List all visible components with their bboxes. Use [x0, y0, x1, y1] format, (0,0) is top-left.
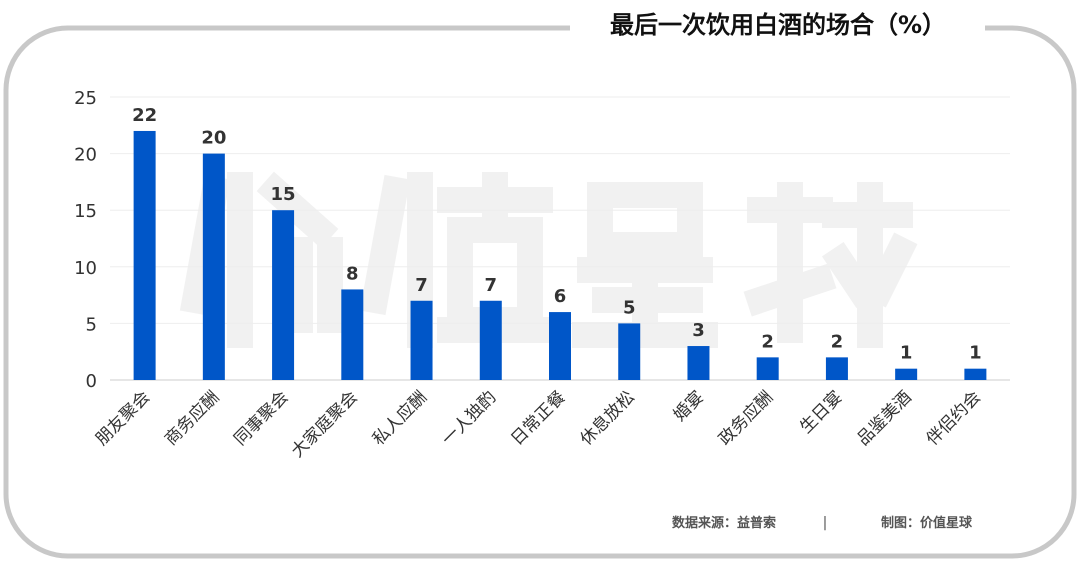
data-label: 20: [201, 128, 226, 149]
x-tick-label: 大家庭聚会: [288, 387, 362, 461]
x-tick-label: 政务应酬: [715, 387, 777, 449]
data-label: 3: [692, 320, 705, 341]
bar: [687, 346, 710, 380]
chart-title: 最后一次饮用白酒的场合（%）: [610, 11, 946, 39]
x-tick-label: 一人独酌: [438, 387, 500, 449]
bar: [272, 210, 295, 380]
bar: [202, 153, 225, 380]
data-label: 7: [485, 275, 498, 296]
y-tick-label: 5: [86, 314, 97, 335]
bar: [825, 357, 848, 380]
y-tick-label: 10: [74, 258, 97, 279]
bar: [756, 357, 779, 380]
separator: |: [823, 515, 828, 531]
frame-border: [3, 25, 1077, 559]
data-label: 6: [554, 286, 567, 307]
bar: [133, 130, 156, 380]
y-tick-label: 0: [86, 371, 97, 392]
y-tick-label: 20: [74, 145, 97, 166]
data-label: 5: [623, 297, 636, 318]
data-label: 15: [271, 184, 296, 205]
bar: [341, 289, 364, 380]
bar: [964, 368, 987, 380]
x-tick-label: 婚宴: [670, 387, 708, 425]
x-tick-label: 日常正餐: [507, 387, 569, 449]
y-tick-label: 15: [74, 201, 97, 222]
x-tick-label: 朋友聚会: [92, 387, 154, 449]
x-tick-label: 品鉴美酒: [853, 387, 915, 449]
x-tick-label: 休息放松: [577, 387, 639, 449]
data-label: 2: [761, 331, 774, 352]
bar: [549, 312, 571, 380]
x-tick-label: 商务应酬: [161, 387, 223, 449]
data-label: 7: [415, 275, 428, 296]
x-tick-label: 同事聚会: [230, 387, 292, 449]
bar: [618, 323, 641, 380]
data-label: 22: [132, 105, 157, 126]
bar: [410, 300, 433, 380]
watermark: [179, 171, 918, 348]
bar: [479, 300, 502, 380]
data-label: 1: [900, 343, 913, 364]
y-tick-label: 25: [74, 88, 97, 109]
x-tick-label: 伴侣约会: [923, 387, 985, 449]
credit-text: 制图：价值星球: [881, 515, 973, 531]
bar: [895, 368, 918, 380]
data-label: 8: [346, 263, 359, 284]
source-text: 数据来源：益普索: [672, 515, 776, 531]
x-tick-label: 私人应酬: [369, 387, 431, 449]
data-label: 1: [969, 343, 982, 364]
data-label: 2: [831, 331, 844, 352]
x-tick-label: 生日宴: [796, 387, 846, 437]
